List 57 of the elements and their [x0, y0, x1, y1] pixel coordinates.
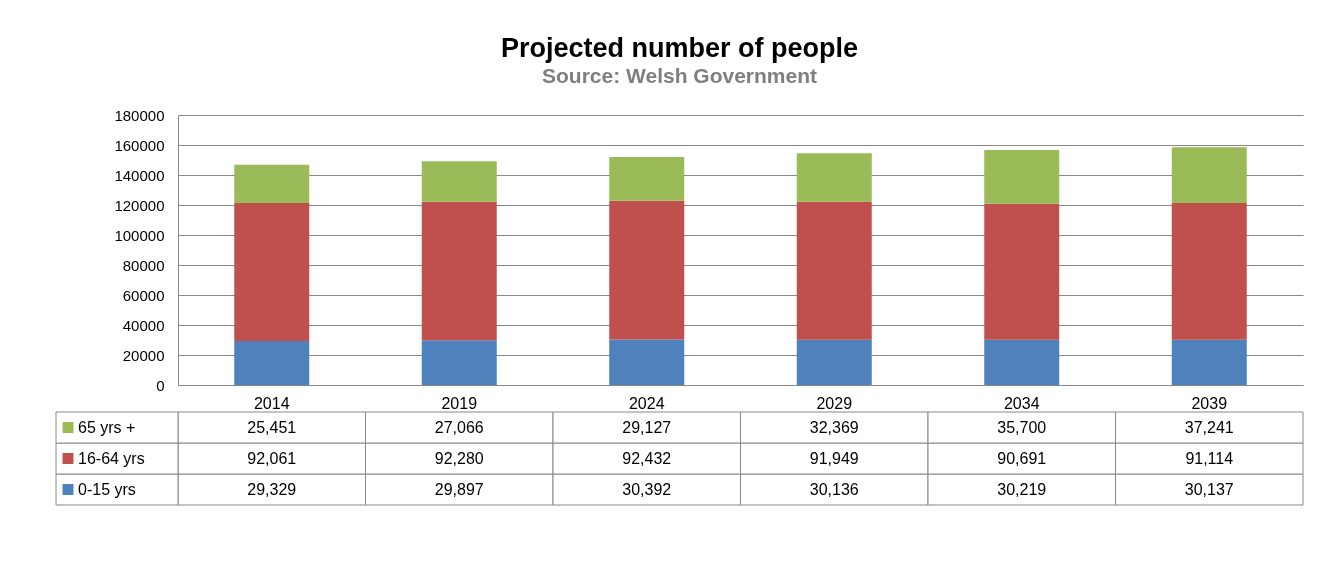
data-label: 91,949: [809, 449, 859, 467]
y-tick-label: 100000: [114, 226, 165, 244]
data-label: 29,329: [247, 480, 297, 498]
legend-label: 65 yrs +: [78, 418, 136, 436]
bar: [234, 341, 310, 385]
y-tick-label: 160000: [114, 136, 165, 154]
data-label: 90,691: [997, 449, 1047, 467]
bar: [234, 202, 310, 342]
data-label: 29,897: [434, 480, 484, 498]
bar: [609, 157, 685, 201]
bar: [796, 201, 872, 340]
x-tick-label: 2024: [628, 394, 665, 412]
bar: [796, 339, 872, 385]
y-tick-label: 140000: [114, 166, 165, 184]
bar: [609, 339, 685, 385]
bar: [1171, 203, 1247, 340]
data-label: 30,219: [997, 480, 1047, 498]
y-tick-label: 80000: [122, 256, 165, 274]
x-tick-label: 2029: [816, 394, 853, 412]
bar: [421, 201, 497, 341]
bar: [796, 153, 872, 202]
data-label: 25,451: [247, 418, 297, 436]
chart-subtitle: Source: Welsh Government: [541, 64, 818, 87]
bar: [984, 339, 1060, 385]
bar: [984, 203, 1060, 340]
data-label: 92,280: [434, 449, 484, 467]
data-label: 92,061: [247, 449, 297, 467]
x-tick-label: 2039: [1191, 394, 1228, 412]
x-tick-label: 2014: [253, 394, 290, 412]
data-label: 91,114: [1185, 449, 1234, 467]
y-tick-label: 20000: [122, 346, 165, 364]
data-label: 27,066: [434, 418, 484, 436]
bar: [1171, 147, 1247, 204]
y-tick-label: 0: [156, 376, 165, 394]
bar: [421, 161, 497, 202]
data-label: 37,241: [1184, 418, 1234, 436]
data-label: 30,392: [622, 480, 672, 498]
bar: [1171, 339, 1247, 385]
data-label: 30,137: [1184, 480, 1234, 498]
data-label: 30,136: [809, 480, 859, 498]
y-tick-label: 180000: [114, 106, 165, 124]
x-tick-label: 2034: [1003, 394, 1040, 412]
y-tick-label: 40000: [122, 316, 165, 334]
bar: [609, 200, 685, 340]
data-label: 35,700: [997, 418, 1047, 436]
data-label: 92,432: [622, 449, 672, 467]
legend-label: 0-15 yrs: [78, 480, 136, 498]
bar: [234, 164, 310, 203]
chart-title: Projected number of people: [500, 33, 859, 63]
data-label: 32,369: [809, 418, 859, 436]
bar: [984, 150, 1060, 204]
data-label: 29,127: [622, 418, 672, 436]
legend-label: 16-64 yrs: [78, 449, 145, 467]
y-tick-label: 120000: [114, 196, 165, 214]
bar: [421, 340, 497, 385]
x-tick-label: 2019: [441, 394, 478, 412]
y-tick-label: 60000: [122, 286, 165, 304]
